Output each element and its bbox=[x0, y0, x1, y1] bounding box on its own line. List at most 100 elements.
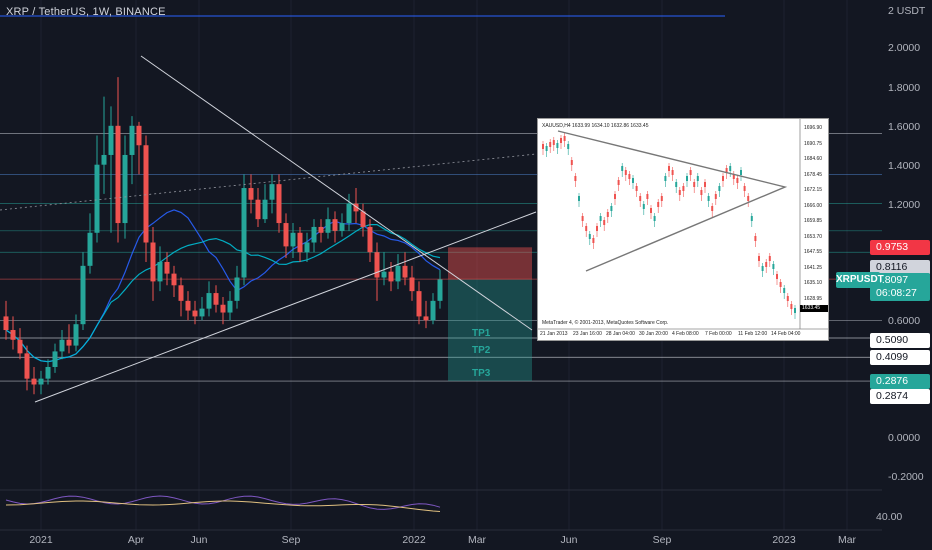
inset-candle-body bbox=[714, 194, 717, 199]
candle-body bbox=[101, 154, 107, 165]
inset-candle-body bbox=[628, 174, 631, 179]
candle-body bbox=[262, 199, 268, 220]
inset-candle-body bbox=[624, 170, 627, 175]
inset-candle-body bbox=[621, 166, 624, 171]
x-tick-label: Mar bbox=[467, 534, 487, 546]
countdown-tag: 06:08:27 bbox=[870, 286, 930, 301]
inset-candle-body bbox=[678, 190, 681, 195]
y-tick-label: 0.6000 bbox=[888, 315, 921, 327]
inset-candle-body bbox=[632, 178, 634, 183]
candle-body bbox=[290, 232, 296, 247]
inset-x-tick: 28 Jan 04:00 bbox=[606, 331, 635, 337]
inset-x-tick: 7 Feb 00:00 bbox=[705, 331, 732, 337]
y-tick-label: 1.6000 bbox=[888, 121, 921, 133]
level-price-tag: 0.8116 bbox=[870, 260, 930, 275]
inset-candle-body bbox=[696, 176, 699, 181]
inset-candle-body bbox=[570, 160, 573, 165]
inset-candle-body bbox=[542, 144, 544, 149]
inset-candle-body bbox=[779, 282, 782, 287]
inset-y-tick: 1696.90 bbox=[804, 125, 823, 131]
candle-body bbox=[332, 219, 338, 231]
candle-body bbox=[353, 203, 359, 212]
inset-y-tick: 1678.45 bbox=[804, 171, 823, 178]
inset-candle-body bbox=[711, 206, 714, 211]
candle-body bbox=[297, 232, 303, 253]
inset-candle-body bbox=[660, 196, 663, 201]
candle-body bbox=[381, 271, 387, 278]
inset-y-tick: 1647.55 bbox=[804, 249, 823, 255]
inset-candle-body bbox=[707, 196, 710, 201]
oscillator-value-tag: 40.00 bbox=[876, 511, 903, 523]
candle-body bbox=[269, 184, 275, 200]
candle-body bbox=[241, 188, 247, 278]
oscillator-signal-line bbox=[5, 500, 441, 512]
inset-candle-body bbox=[682, 186, 685, 191]
candle-body bbox=[87, 232, 93, 266]
y-tick-label: -0.2000 bbox=[888, 471, 924, 483]
inset-candle-body bbox=[754, 236, 757, 241]
inset-candle-body bbox=[650, 208, 652, 213]
candle-body bbox=[199, 308, 205, 317]
candle-body bbox=[346, 203, 352, 224]
candle-body bbox=[122, 154, 128, 224]
candle-body bbox=[80, 265, 86, 325]
x-tick-label: Mar bbox=[837, 534, 857, 546]
moving-average-line bbox=[5, 224, 441, 363]
inset-y-tick: 1690.75 bbox=[804, 140, 823, 147]
inset-candle-body bbox=[704, 182, 706, 187]
inset-candle-body bbox=[657, 202, 660, 207]
inset-copyright: MetaTrader 4, © 2001-2013, MetaQuotes So… bbox=[542, 320, 669, 326]
inset-xauusd-chart: XAUUSD,H4 1633.99 1634.10 1632.86 1633.4… bbox=[537, 118, 829, 341]
x-tick-label: Sep bbox=[652, 534, 672, 546]
inset-last-price: 1633.45 bbox=[802, 305, 821, 311]
x-tick-label: Jun bbox=[560, 534, 578, 546]
triangle-lower-line bbox=[34, 211, 537, 403]
inset-candle-body bbox=[786, 296, 789, 301]
target-zone bbox=[448, 279, 532, 382]
candle-body bbox=[206, 293, 212, 309]
candle-body bbox=[52, 351, 58, 367]
candle-body bbox=[367, 226, 373, 253]
candle-body bbox=[283, 223, 289, 247]
inset-candle-body bbox=[596, 226, 598, 231]
candle-body bbox=[304, 242, 310, 253]
x-tick-label: Apr bbox=[127, 534, 145, 546]
candle-body bbox=[94, 164, 100, 233]
candle-body bbox=[164, 261, 170, 274]
inset-candle-body bbox=[772, 264, 775, 269]
inset-candle-body bbox=[581, 216, 584, 221]
inset-candle-body bbox=[578, 196, 580, 201]
inset-candle-body bbox=[646, 194, 649, 199]
inset-candle-body bbox=[750, 216, 753, 221]
inset-candle-body bbox=[563, 136, 566, 141]
x-tick-label: 2022 bbox=[402, 534, 426, 546]
inset-y-tick: 1635.10 bbox=[804, 280, 823, 286]
inset-candle-body bbox=[567, 144, 570, 149]
inset-candle-body bbox=[761, 266, 764, 271]
candle-body bbox=[17, 339, 23, 354]
inset-candle-body bbox=[790, 304, 793, 309]
inset-candle-body bbox=[639, 196, 642, 201]
tp1-price-tag: 0.5090 bbox=[870, 333, 930, 348]
candle-body bbox=[388, 271, 394, 282]
inset-x-tick: 30 Jan 20:00 bbox=[639, 331, 668, 337]
candle-body bbox=[416, 291, 422, 317]
candle-body bbox=[360, 211, 366, 227]
inset-candle-body bbox=[560, 138, 562, 143]
candle-body bbox=[402, 265, 408, 278]
inset-candle-body bbox=[552, 140, 555, 145]
x-tick-label: Sep bbox=[281, 534, 301, 546]
inset-x-tick: 23 Jan 16:00 bbox=[573, 331, 602, 337]
candle-body bbox=[3, 316, 9, 331]
inset-candle-body bbox=[545, 146, 548, 151]
candle-body bbox=[59, 339, 65, 352]
dashed-trend-line bbox=[0, 153, 537, 211]
candle-body bbox=[108, 125, 114, 155]
candle-body bbox=[374, 252, 380, 278]
inset-candle-body bbox=[614, 194, 616, 199]
candle-body bbox=[38, 378, 44, 385]
tp3-label: TP3 bbox=[472, 368, 491, 379]
inset-candle-body bbox=[635, 186, 638, 191]
candle-body bbox=[31, 378, 37, 385]
